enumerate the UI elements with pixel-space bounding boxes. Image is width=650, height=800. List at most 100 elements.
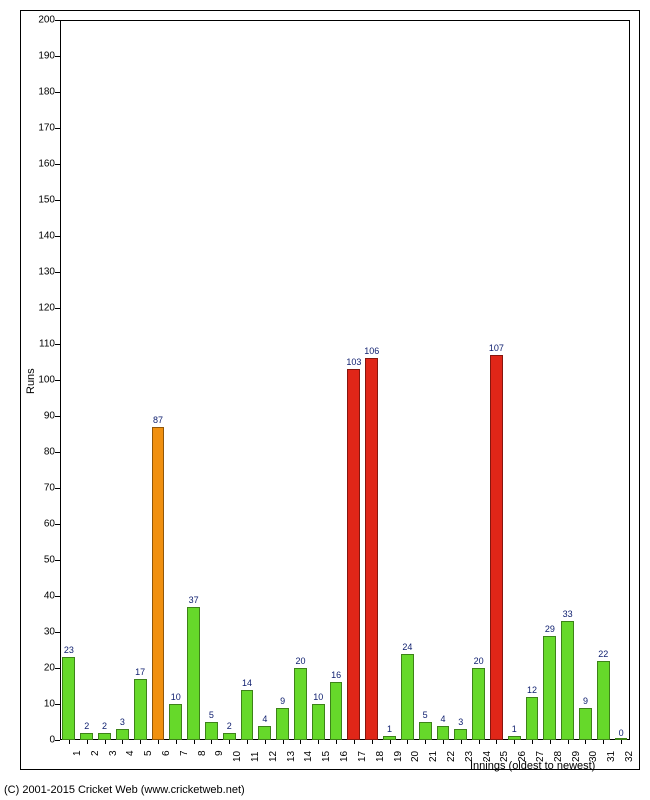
x-tick-label: 10 — [232, 751, 243, 762]
bar-value-label: 17 — [135, 667, 145, 677]
y-tick-label: 120 — [25, 303, 55, 314]
x-tick-mark — [283, 740, 284, 744]
bar-value-label: 103 — [346, 357, 361, 367]
bar — [543, 636, 556, 740]
x-tick-mark — [194, 740, 195, 744]
bar — [205, 722, 218, 740]
y-tick-label: 20 — [25, 663, 55, 674]
bar-value-label: 20 — [295, 656, 305, 666]
bar-value-label: 14 — [242, 678, 252, 688]
bar-value-label: 3 — [120, 717, 125, 727]
x-tick-mark — [105, 740, 106, 744]
bar-value-label: 5 — [209, 710, 214, 720]
bar — [241, 690, 254, 740]
bar-value-label: 4 — [262, 714, 267, 724]
x-tick-mark — [621, 740, 622, 744]
y-tick-label: 160 — [25, 159, 55, 170]
x-tick-mark — [265, 740, 266, 744]
x-tick-label: 7 — [179, 750, 190, 756]
x-tick-mark — [479, 740, 480, 744]
bar — [312, 704, 325, 740]
x-tick-label: 9 — [214, 750, 225, 756]
x-tick-mark — [461, 740, 462, 744]
x-tick-mark — [176, 740, 177, 744]
x-tick-label: 15 — [321, 751, 332, 762]
x-tick-label: 13 — [286, 751, 297, 762]
bar — [347, 369, 360, 740]
bar — [98, 733, 111, 740]
bar — [330, 682, 343, 740]
x-tick-mark — [568, 740, 569, 744]
bar-value-label: 10 — [171, 692, 181, 702]
bar-value-label: 22 — [598, 649, 608, 659]
x-tick-label: 1 — [72, 750, 83, 756]
y-tick-label: 30 — [25, 627, 55, 638]
bar — [419, 722, 432, 740]
x-tick-label: 31 — [606, 751, 617, 762]
bar-value-label: 10 — [313, 692, 323, 702]
bar — [169, 704, 182, 740]
x-tick-mark — [300, 740, 301, 744]
y-tick-label: 200 — [25, 15, 55, 26]
x-tick-label: 20 — [410, 751, 421, 762]
x-tick-mark — [585, 740, 586, 744]
bar-value-label: 9 — [280, 696, 285, 706]
copyright-text: (C) 2001-2015 Cricket Web (www.cricketwe… — [4, 784, 245, 796]
bar-value-label: 2 — [102, 721, 107, 731]
y-axis-label: Runs — [25, 368, 37, 394]
bar — [615, 738, 628, 740]
bar — [134, 679, 147, 740]
x-tick-label: 32 — [624, 751, 635, 762]
bar-value-label: 2 — [84, 721, 89, 731]
x-tick-mark — [372, 740, 373, 744]
bar-value-label: 0 — [619, 728, 624, 738]
bar-value-label: 107 — [489, 343, 504, 353]
bar — [508, 736, 521, 740]
y-tick-label: 150 — [25, 195, 55, 206]
x-tick-mark — [158, 740, 159, 744]
x-tick-label: 4 — [125, 750, 136, 756]
x-tick-mark — [211, 740, 212, 744]
x-tick-mark — [532, 740, 533, 744]
bar-value-label: 37 — [189, 595, 199, 605]
bar — [383, 736, 396, 740]
y-tick-label: 60 — [25, 519, 55, 530]
x-tick-mark — [603, 740, 604, 744]
bar-value-label: 1 — [512, 724, 517, 734]
x-tick-mark — [550, 740, 551, 744]
bar — [187, 607, 200, 740]
bar-value-label: 106 — [364, 346, 379, 356]
bar-value-label: 5 — [423, 710, 428, 720]
x-tick-label: 17 — [357, 751, 368, 762]
x-tick-mark — [247, 740, 248, 744]
bar — [437, 726, 450, 740]
bar — [116, 729, 129, 740]
bar — [152, 427, 165, 740]
x-tick-mark — [407, 740, 408, 744]
bar-value-label: 29 — [545, 624, 555, 634]
x-tick-label: 12 — [268, 751, 279, 762]
x-axis-label: Innings (oldest to newest) — [470, 760, 595, 772]
x-tick-label: 2 — [90, 750, 101, 756]
bar-value-label: 2 — [227, 721, 232, 731]
plot-area: 2322317871037521449201016103106124543201… — [60, 20, 630, 740]
y-tick-label: 0 — [25, 735, 55, 746]
x-tick-label: 18 — [375, 751, 386, 762]
bar-value-label: 23 — [64, 645, 74, 655]
x-tick-label: 21 — [428, 751, 439, 762]
x-tick-mark — [514, 740, 515, 744]
x-tick-label: 22 — [446, 751, 457, 762]
x-tick-mark — [69, 740, 70, 744]
bar — [62, 657, 75, 740]
bar-value-label: 33 — [563, 609, 573, 619]
bar-value-label: 16 — [331, 670, 341, 680]
bar — [597, 661, 610, 740]
x-tick-label: 8 — [197, 750, 208, 756]
x-tick-mark — [87, 740, 88, 744]
x-tick-label: 3 — [108, 750, 119, 756]
x-tick-label: 16 — [339, 751, 350, 762]
bar — [294, 668, 307, 740]
bar-value-label: 9 — [583, 696, 588, 706]
bar-value-label: 3 — [458, 717, 463, 727]
x-tick-label: 14 — [303, 751, 314, 762]
